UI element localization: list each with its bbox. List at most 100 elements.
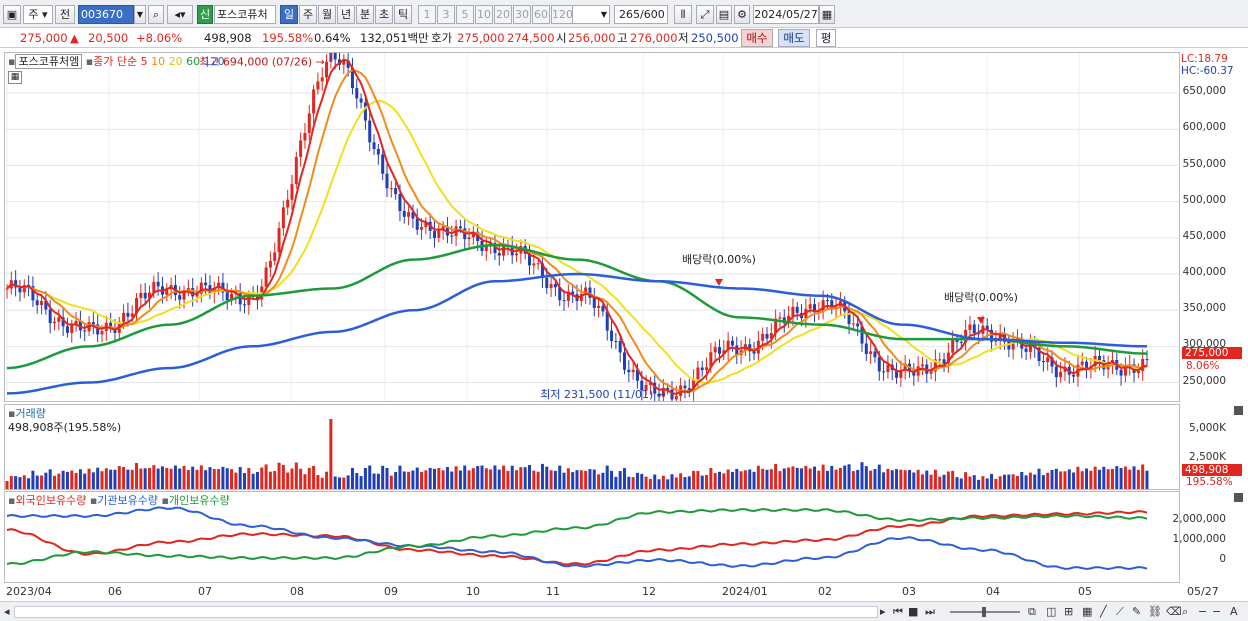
- volume-bar: [169, 468, 173, 489]
- volume-bar: [666, 479, 670, 489]
- candle: [566, 284, 570, 308]
- volume-bar: [178, 468, 182, 489]
- buy-button[interactable]: 매수: [741, 29, 773, 47]
- candle: [173, 275, 177, 301]
- period-tab-4[interactable]: 분: [356, 5, 374, 24]
- volume-title[interactable]: 거래량: [15, 407, 46, 420]
- angle-tool-icon[interactable]: ⟋: [1116, 605, 1124, 618]
- volume-bar: [627, 476, 631, 489]
- interval-button-60[interactable]: 60: [532, 5, 550, 24]
- period-tab-2[interactable]: 월: [318, 5, 336, 24]
- zoom-slider-handle[interactable]: [982, 607, 986, 617]
- candle: [359, 93, 363, 109]
- candle: [990, 324, 994, 352]
- market-select[interactable]: 주 ▾: [23, 5, 53, 24]
- sound-icon[interactable]: ◂▾: [167, 5, 193, 24]
- interval-button-30[interactable]: 30: [513, 5, 531, 24]
- save-icon[interactable]: ▤: [716, 5, 732, 24]
- line-tool-icon[interactable]: ╱: [1100, 605, 1107, 618]
- window-menu-icon[interactable]: ▣: [3, 5, 21, 24]
- price-chart[interactable]: 최고 694,000 (07/26) → 최저 231,500 (11/01) →…: [5, 53, 1180, 402]
- prev-button[interactable]: 전: [55, 5, 75, 24]
- close-volume-icon[interactable]: [1234, 406, 1243, 415]
- interval-button-1[interactable]: 1: [418, 5, 436, 24]
- interval-button-10[interactable]: 10: [475, 5, 493, 24]
- period-tab-1[interactable]: 주: [299, 5, 317, 24]
- legend-foreign[interactable]: 외국인보유수량: [15, 494, 87, 507]
- volume-bar: [1136, 469, 1140, 489]
- next-page-icon[interactable]: ⏭: [925, 605, 935, 618]
- count-input[interactable]: 265/600: [614, 5, 668, 24]
- volume-bar: [972, 475, 976, 489]
- font-size-icon[interactable]: A: [1230, 605, 1238, 618]
- volume-bar: [864, 466, 868, 489]
- holding-panel[interactable]: [4, 491, 1180, 583]
- interval-button-3[interactable]: 3: [437, 5, 455, 24]
- candle: [433, 220, 436, 248]
- period-tab-3[interactable]: 년: [337, 5, 355, 24]
- price-axis: LC:18.79 HC:-60.37 650,000 600,000 550,000…: [1180, 52, 1248, 402]
- volume-bar: [489, 469, 493, 489]
- legend-individual[interactable]: 개인보유수량: [168, 494, 230, 507]
- holding-legend: ▪외국인보유수량 ▪기관보유수량 ▪개인보유수량: [8, 494, 230, 507]
- candle: [363, 94, 367, 130]
- stop-icon[interactable]: ■: [908, 605, 919, 618]
- turnover: 0.64%: [314, 31, 351, 45]
- candle: [178, 286, 182, 309]
- search-icon[interactable]: ⌕: [148, 5, 164, 24]
- close-holding-icon[interactable]: [1234, 493, 1243, 502]
- zoom-out-icon[interactable]: −: [1198, 605, 1208, 618]
- volume-bar: [769, 469, 773, 489]
- scroll-right-icon[interactable]: ▸: [880, 605, 886, 618]
- grid-icon[interactable]: ▦: [1082, 605, 1093, 618]
- candle: [588, 280, 592, 305]
- minus-icon[interactable]: −: [1212, 605, 1222, 618]
- split-icon[interactable]: ◫: [1046, 605, 1057, 618]
- scrollbar-track[interactable]: [14, 606, 878, 618]
- scroll-left-icon[interactable]: ◂: [4, 605, 10, 618]
- gear-icon[interactable]: ⚙: [734, 5, 750, 24]
- hold-ytick-2m: 2,000,000: [1172, 513, 1226, 525]
- legend-ma-label[interactable]: 종가 단순: [93, 55, 138, 68]
- date-input[interactable]: 2024/05/27: [753, 5, 819, 24]
- period-tab-6[interactable]: 틱: [394, 5, 412, 24]
- candle: [376, 143, 380, 165]
- eval-button[interactable]: 평: [816, 29, 836, 47]
- price-ytick-2: 550,000: [1182, 157, 1226, 170]
- candle: [1072, 367, 1076, 383]
- table-toggle-icon[interactable]: ▦: [8, 71, 22, 84]
- zoom-icon[interactable]: ⌕: [1182, 605, 1189, 618]
- price-ytick-3: 500,000: [1182, 193, 1226, 206]
- link-icon[interactable]: ⛓: [1148, 605, 1162, 618]
- holding-chart[interactable]: [5, 492, 1180, 583]
- volume-panel[interactable]: [4, 404, 1180, 490]
- interval-button-5[interactable]: 5: [456, 5, 474, 24]
- first-page-icon[interactable]: ⏮: [893, 605, 903, 618]
- sell-button[interactable]: 매도: [778, 29, 810, 47]
- pen-tool-icon[interactable]: ✎: [1132, 605, 1142, 618]
- interval-dropdown[interactable]: ▼: [570, 5, 610, 24]
- hold-ytick-1m: 1,000,000: [1172, 533, 1226, 545]
- stock-code-input[interactable]: 003670: [78, 5, 134, 24]
- eraser-icon[interactable]: ⌫: [1166, 605, 1182, 618]
- volume-bar: [903, 470, 907, 489]
- compare-icon[interactable]: ⊞: [1064, 605, 1074, 618]
- layout-icon[interactable]: ⧉: [1028, 605, 1036, 618]
- x-label-5: 10: [466, 585, 480, 598]
- dividend-annotation-2: 배당락(0.00%): [944, 291, 1018, 304]
- volume-chart[interactable]: [5, 405, 1180, 490]
- period-tab-5[interactable]: 초: [375, 5, 393, 24]
- new-badge[interactable]: 신: [197, 5, 213, 24]
- volume-bar: [705, 475, 709, 489]
- volume-bar: [18, 477, 22, 489]
- candle-style-icon[interactable]: ⫴: [674, 5, 692, 24]
- legend-stock-name[interactable]: 포스코퓨처엠: [15, 54, 83, 69]
- interval-button-20[interactable]: 20: [494, 5, 512, 24]
- price-panel[interactable]: 최고 694,000 (07/26) → 최저 231,500 (11/01) →…: [4, 52, 1180, 402]
- code-dropdown-icon[interactable]: ▼: [134, 5, 146, 24]
- period-tab-0[interactable]: 일: [280, 5, 298, 24]
- draw-tool-icon[interactable]: ⤢: [696, 5, 714, 24]
- interval-button-120[interactable]: 120: [551, 5, 573, 24]
- legend-institution[interactable]: 기관보유수량: [97, 494, 159, 507]
- calendar-icon[interactable]: ▦: [819, 5, 835, 24]
